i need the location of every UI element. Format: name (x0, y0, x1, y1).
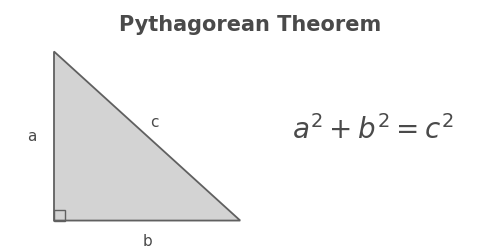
Text: $a^2 + b^2 = c^2$: $a^2 + b^2 = c^2$ (292, 115, 453, 145)
Text: Pythagorean Theorem: Pythagorean Theorem (119, 15, 381, 35)
Polygon shape (54, 52, 240, 220)
Bar (54, 210, 65, 220)
Text: b: b (142, 234, 152, 249)
Text: a: a (28, 129, 36, 144)
Text: c: c (150, 115, 158, 130)
